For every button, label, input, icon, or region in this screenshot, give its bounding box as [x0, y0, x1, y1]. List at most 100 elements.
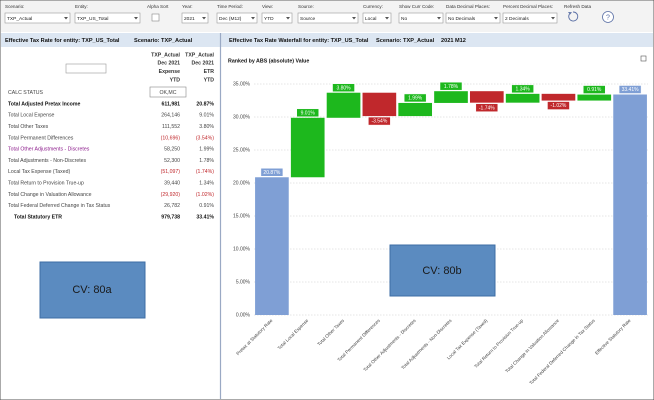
bar	[398, 102, 433, 117]
row-value: (1.74%)	[196, 169, 214, 175]
row-value: 1.34%	[199, 180, 214, 186]
bar	[255, 177, 289, 315]
dropdown-arrow	[551, 17, 555, 20]
dropdown-value: TXP_US_Total	[77, 16, 108, 22]
y-tick-label: 30.00%	[233, 114, 251, 120]
row-label: Local Tax Expense (Taxed)	[8, 169, 70, 175]
dropdown-value: No	[401, 16, 407, 22]
row-value: 20.87%	[196, 101, 214, 107]
column-header: TXP_Actual	[185, 52, 214, 58]
right-title: Effective Tax Rate Waterfall for entity:…	[229, 38, 369, 44]
dropdown[interactable]	[362, 12, 392, 24]
refresh-button[interactable]	[568, 11, 579, 22]
column-header: TXP_Actual	[151, 52, 180, 58]
dropdown-arrow	[385, 17, 389, 20]
row-value: 26,782	[164, 203, 180, 209]
row-value: (51,097)	[161, 169, 181, 175]
row-label: Total Federal Deferred Change in Tax Sta…	[8, 203, 111, 209]
cv-label: CV: 80a	[72, 284, 112, 296]
value-label: 20.87%	[263, 170, 281, 176]
row-value: 1.99%	[199, 147, 214, 153]
row-value: 33.41%	[196, 214, 214, 220]
row-value: 9.01%	[199, 113, 214, 119]
value-label: 33.41%	[622, 87, 640, 93]
dropdown-arrow	[202, 17, 206, 20]
y-tick-label: 10.00%	[233, 246, 251, 252]
y-tick-label: 5.00%	[236, 279, 251, 285]
expand-icon[interactable]	[640, 55, 647, 62]
value-label-box	[403, 93, 427, 103]
column-header: YTD	[170, 77, 181, 83]
value-label-box	[368, 116, 391, 126]
field-label: Entity:	[75, 4, 88, 9]
calc-button[interactable]	[149, 86, 187, 98]
row-label: Total Local Expense	[8, 113, 55, 119]
row-value: 58,250	[164, 147, 180, 153]
field-label: Scenario:	[5, 4, 24, 9]
value-label-box	[583, 85, 606, 94]
column-header: Dec 2021	[192, 61, 215, 67]
calc-status: CALC STATUS	[8, 90, 44, 96]
field-label: Show Curr Code:	[399, 4, 434, 9]
dropdown-value: YTD	[264, 16, 274, 22]
dropdown[interactable]	[4, 12, 71, 24]
row-value: 264,146	[161, 113, 180, 119]
row-label[interactable]: Total Other Adjustments - Discretes	[8, 147, 90, 153]
right-period: 2021 M12	[441, 38, 466, 44]
row-value: 3.80%	[199, 124, 214, 130]
dropdown-arrow	[64, 17, 68, 20]
value-label-box	[475, 103, 499, 112]
alpha-sort-checkbox[interactable]	[151, 13, 160, 22]
value-label: 0.91%	[587, 87, 602, 93]
dropdown[interactable]	[502, 12, 558, 24]
value-label: -3.54%	[371, 119, 387, 125]
dropdown-value: Dec (M12)	[219, 16, 242, 22]
dropdown-arrow	[251, 17, 255, 20]
row-value: 979,738	[161, 214, 180, 220]
chart-title: Ranked by ABS (absolute) Value	[228, 58, 309, 64]
bar	[577, 94, 612, 101]
bar	[434, 91, 468, 103]
y-tick-label: 25.00%	[233, 147, 251, 153]
dropdown[interactable]	[261, 12, 293, 24]
column-header: Expense	[159, 69, 180, 75]
row-value: (3.54%)	[196, 135, 214, 141]
y-tick-label: 0.00%	[236, 312, 251, 318]
help-button[interactable]	[602, 11, 614, 23]
value-label-box	[439, 81, 463, 91]
alpha-sort-label: Alpha Sort	[147, 4, 169, 9]
row-value: 39,440	[164, 180, 180, 186]
row-value: 611,981	[162, 101, 181, 107]
y-tick-label: 35.00%	[233, 81, 251, 87]
dropdown[interactable]	[216, 12, 258, 24]
value-label-box	[511, 84, 534, 94]
dropdown[interactable]	[297, 12, 359, 24]
value-label: 1.78%	[444, 84, 459, 90]
row-label: Total Return to Provision True-up	[8, 180, 84, 186]
dropdown-arrow	[437, 17, 441, 20]
dropdown[interactable]	[445, 12, 501, 24]
row-label: Total Adjusted Pretax Income	[8, 101, 80, 107]
filter-input[interactable]	[65, 63, 107, 74]
dropdown-arrow	[352, 17, 356, 20]
column-header: Dec 2021	[158, 61, 181, 67]
dropdown-value: 2 Decimals	[505, 16, 529, 22]
dropdown[interactable]	[398, 12, 444, 24]
row-label: Total Permanent Differences	[8, 135, 74, 141]
y-tick-label: 20.00%	[233, 180, 251, 186]
dropdown[interactable]	[181, 12, 209, 24]
value-label-box	[332, 83, 355, 92]
left-panel: OK,MC CALC STATUS CV: 80a TXP_Actual Dec …	[8, 52, 215, 319]
right-scenario: Scenario: TXP_Actual	[376, 38, 435, 44]
cv-label: CV: 80b	[422, 265, 461, 277]
row-label: Total Other Taxes	[8, 124, 49, 130]
left-title: Effective Tax Rate for entity: TXP_US_To…	[5, 38, 120, 44]
header-band	[1, 33, 653, 47]
dropdown[interactable]	[74, 12, 141, 24]
value-label-box	[547, 101, 570, 110]
field-label: View:	[262, 4, 273, 9]
value-label-box	[296, 108, 319, 118]
dropdown-value: Source	[300, 16, 316, 22]
